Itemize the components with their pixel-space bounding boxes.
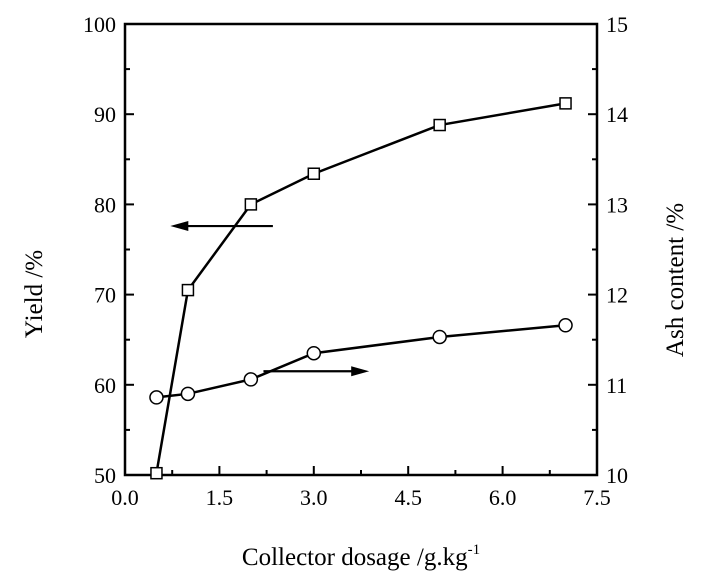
data-point-square <box>181 283 195 297</box>
y-left-tick-label: 70 <box>94 283 116 308</box>
x-axis-title-superscript: -1 <box>468 542 481 558</box>
y-left-tick-label: 50 <box>94 463 116 488</box>
x-tick-label: 1.5 <box>206 485 234 510</box>
y-left-tick-label: 60 <box>94 373 116 398</box>
data-point-circle <box>149 390 164 405</box>
right-y-axis-title: Ash content /% <box>662 203 689 357</box>
x-tick-label: 7.5 <box>583 485 611 510</box>
data-point-circle <box>432 329 447 345</box>
annotation-arrows <box>170 221 370 377</box>
series-group <box>149 97 573 480</box>
left-y-axis-ticks: 50 60 70 80 90 100 <box>83 12 134 488</box>
series-square-line <box>155 102 566 474</box>
axes-frame <box>123 22 599 477</box>
plot-frame <box>123 22 599 477</box>
x-tick-label: 4.5 <box>394 485 422 510</box>
series-circle-line <box>156 324 566 399</box>
x-tick-label: 0.0 <box>111 485 139 510</box>
data-point-square <box>307 167 321 180</box>
data-point-square <box>150 466 163 480</box>
y-right-tick-label: 12 <box>606 283 628 308</box>
data-point-circle <box>243 372 259 387</box>
y-left-tick-label: 90 <box>94 102 116 127</box>
arrow-right-head <box>351 366 370 377</box>
data-point-square <box>244 198 258 211</box>
y-right-tick-label: 14 <box>606 102 628 127</box>
x-tick-label: 3.0 <box>300 485 328 510</box>
x-axis-title-main: Collector dosage /g.kg <box>242 544 468 571</box>
y-right-tick-label: 13 <box>606 192 628 217</box>
y-right-tick-label: 11 <box>606 373 627 398</box>
data-point-circle <box>306 345 322 361</box>
data-point-square <box>559 97 572 110</box>
x-axis-title: Collector dosage /g.kg-1 <box>242 542 480 571</box>
data-point-square <box>433 118 446 132</box>
data-point-circle <box>558 318 573 333</box>
x-tick-label: 6.0 <box>489 485 517 510</box>
data-point-circle <box>180 386 196 402</box>
right-y-axis-ticks: 10 11 12 13 14 15 <box>588 12 628 488</box>
left-y-axis-title: Yield /% <box>21 250 48 338</box>
y-right-tick-label: 10 <box>606 463 628 488</box>
y-right-tick-label: 15 <box>606 12 628 37</box>
arrow-left-head <box>170 221 189 232</box>
x-axis-ticks: 0.0 1.5 3.0 4.5 6.0 7.5 <box>111 466 611 510</box>
y-left-tick-label: 100 <box>83 12 116 37</box>
y-left-tick-label: 80 <box>94 192 116 217</box>
